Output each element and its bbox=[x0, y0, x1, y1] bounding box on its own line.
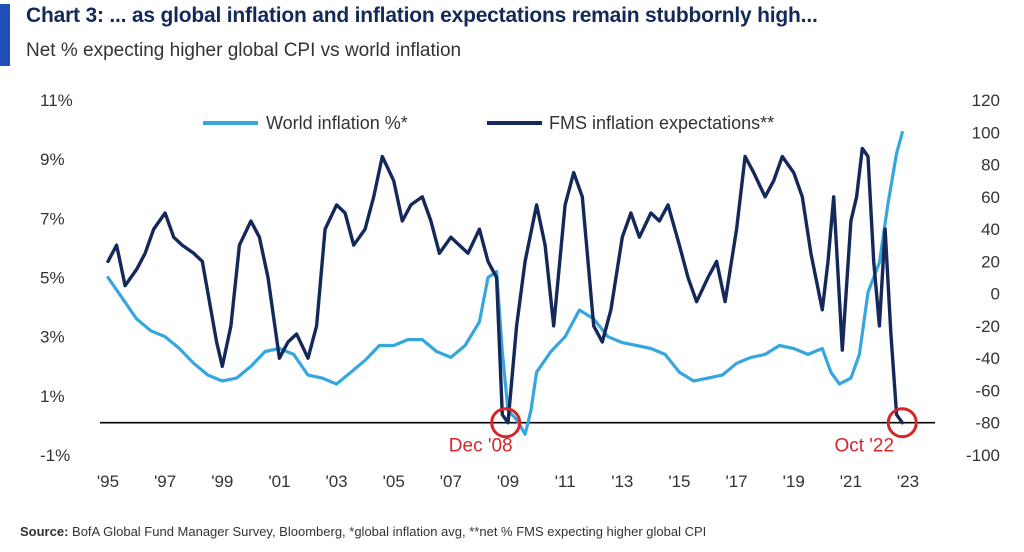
x-tick-label: '11 bbox=[555, 472, 576, 491]
y-left-tick-label: 11% bbox=[40, 91, 73, 110]
y-right-tick-label: -60 bbox=[975, 381, 1000, 400]
chart-subtitle: Net % expecting higher global CPI vs wor… bbox=[26, 40, 462, 61]
y-right-tick-label: -80 bbox=[975, 414, 1000, 433]
x-tick-label: '95 bbox=[97, 472, 119, 491]
annotation-label: Oct '22 bbox=[834, 436, 894, 457]
y-left-tick-label: 5% bbox=[40, 269, 65, 288]
y-right-tick-label: 100 bbox=[972, 123, 1000, 142]
x-tick-label: '01 bbox=[268, 472, 290, 491]
y-right-tick-label: 0 bbox=[991, 285, 1000, 304]
world-inflation-line bbox=[106, 130, 904, 436]
fms-expectations-line bbox=[106, 146, 904, 425]
y-left-tick-label: 9% bbox=[40, 150, 65, 169]
x-tick-label: '03 bbox=[325, 472, 347, 491]
y-left-tick-label: -1% bbox=[40, 446, 70, 465]
source-note: Source: BofA Global Fund Manager Survey,… bbox=[20, 524, 706, 539]
y-right-tick-label: 40 bbox=[981, 220, 1000, 239]
x-tick-label: '07 bbox=[440, 472, 462, 491]
y-right-tick-label: 60 bbox=[981, 188, 1000, 207]
x-tick-label: '05 bbox=[383, 472, 405, 491]
x-tick-label: '17 bbox=[725, 472, 747, 491]
y-right-tick-label: -40 bbox=[975, 349, 1000, 368]
y-left-tick-label: 3% bbox=[40, 328, 65, 347]
source-label: Source: bbox=[20, 524, 69, 539]
y-right-tick-label: -100 bbox=[966, 446, 1000, 465]
title-accent-bar bbox=[0, 4, 10, 66]
y-right-tick-label: -20 bbox=[975, 317, 1000, 336]
annotation-label: Dec '08 bbox=[449, 436, 513, 457]
annotation-circle bbox=[490, 407, 522, 439]
annotation-circle bbox=[886, 407, 918, 439]
x-tick-label: '21 bbox=[840, 472, 862, 491]
x-tick-label: '19 bbox=[783, 472, 805, 491]
legend-label-world-inflation: World inflation %* bbox=[266, 113, 408, 133]
x-tick-label: '13 bbox=[611, 472, 633, 491]
y-right-tick-label: 20 bbox=[981, 252, 1000, 271]
x-tick-label: '09 bbox=[497, 472, 519, 491]
x-tick-label: '97 bbox=[154, 472, 176, 491]
chart-title: Chart 3: ... as global inflation and inf… bbox=[26, 4, 818, 27]
legend-label-fms-expectations: FMS inflation expectations** bbox=[549, 113, 774, 133]
y-left-tick-label: 1% bbox=[40, 387, 65, 406]
y-left-tick-label: 7% bbox=[40, 209, 65, 228]
y-right-tick-label: 80 bbox=[981, 156, 1000, 175]
x-tick-label: '23 bbox=[897, 472, 919, 491]
source-text: BofA Global Fund Manager Survey, Bloombe… bbox=[72, 524, 707, 539]
y-right-tick-label: 120 bbox=[972, 91, 1000, 110]
x-tick-label: '15 bbox=[668, 472, 690, 491]
x-tick-label: '99 bbox=[211, 472, 233, 491]
